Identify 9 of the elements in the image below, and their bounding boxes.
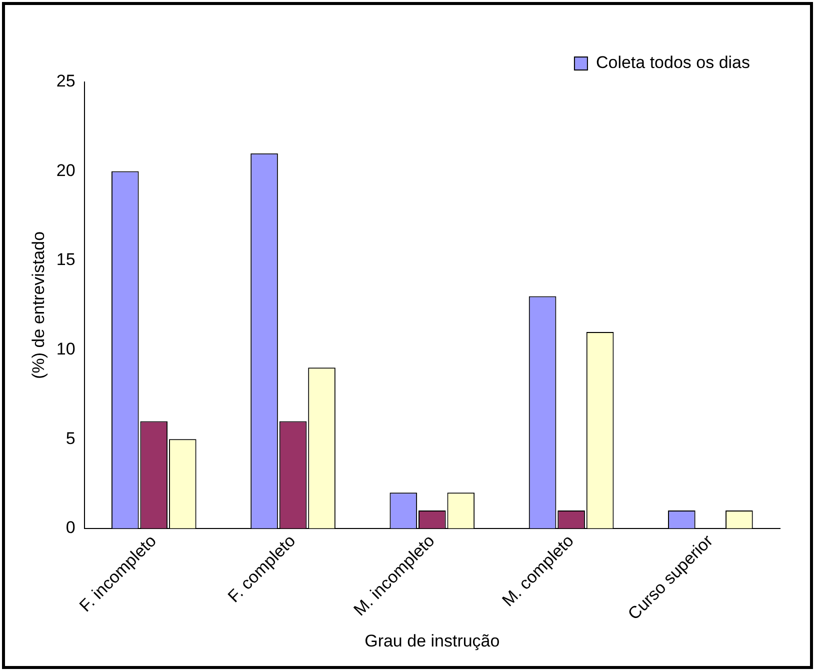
y-tick-label: 0 [66,518,76,538]
y-tick-label: 25 [56,72,76,91]
y-tick-label: 15 [56,250,76,270]
legend-label: Coleta todos os dias [596,53,750,72]
y-axis-title: (%) de entrevistado [28,231,48,379]
x-axis-title: Grau de instrução [364,631,500,650]
y-tick-label: 5 [66,428,76,448]
y-tick-label: 10 [56,339,76,358]
y-tick-label: 20 [56,160,76,180]
